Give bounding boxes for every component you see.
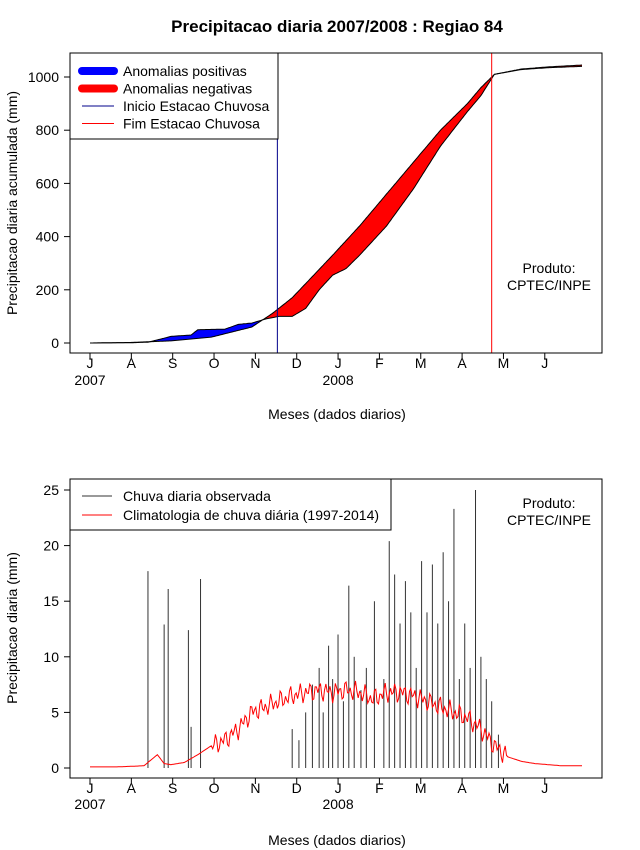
panel1-x-axis-label: Meses (dados diarios) [268, 406, 406, 422]
x-tick-label: D [292, 355, 302, 371]
x-tick-label: S [168, 780, 177, 796]
x-tick-label: N [250, 355, 260, 371]
legend-label: Anomalias negativas [123, 81, 252, 97]
panel2-annotation-line2: CPTEC/INPE [507, 512, 591, 528]
x-tick-label: A [457, 355, 467, 371]
legend-label: Climatologia de chuva diária (1997-2014) [123, 507, 379, 523]
x-year-label: 2008 [322, 372, 353, 388]
x-tick-label: M [498, 355, 510, 371]
panel1-legend: Anomalias positivas Anomalias negativasIn… [69, 52, 279, 140]
panel2-y-axis: 0 5 10 15 20 25 [43, 482, 70, 776]
y-tick-label: 0 [51, 335, 59, 351]
x-year-label: 2007 [74, 372, 105, 388]
y-tick-label: 400 [36, 229, 60, 245]
y-tick-label: 800 [36, 122, 60, 138]
x-tick-label: M [415, 355, 427, 371]
legend-label: Inicio Estacao Chuvosa [123, 98, 270, 114]
legend-label: Anomalias positivas [123, 63, 247, 79]
panel2-y-axis-label: Precipitacao diaria (mm) [4, 552, 20, 704]
legend-label: Fim Estacao Chuvosa [123, 116, 260, 132]
x-tick-label: F [375, 780, 384, 796]
x-tick-label: J [541, 355, 548, 371]
y-tick-label: 25 [43, 482, 59, 498]
panel1-annotation-line1: Produto: [523, 260, 576, 276]
x-tick-label: A [127, 780, 137, 796]
x-tick-label: A [457, 780, 467, 796]
climatology-daily-line [90, 680, 582, 768]
y-tick-label: 0 [51, 760, 59, 776]
y-tick-label: 200 [36, 282, 60, 298]
panel1-y-axis: 0 200 400 600 800 1000 [28, 69, 70, 351]
x-tick-label: J [541, 780, 548, 796]
x-tick-label: J [87, 355, 94, 371]
y-tick-label: 20 [43, 538, 59, 554]
observed-daily-bars [147, 490, 499, 768]
x-tick-label: M [498, 780, 510, 796]
x-tick-label: F [375, 355, 384, 371]
panel2-legend-box [69, 478, 392, 531]
figure-title: Precipitacao diaria 2007/2008 : Regiao 8… [171, 17, 503, 36]
y-tick-label: 600 [36, 175, 60, 191]
x-tick-label: J [335, 355, 342, 371]
x-tick-label: J [87, 780, 94, 796]
x-tick-label: M [415, 780, 427, 796]
legend-label: Chuva diaria observada [123, 488, 271, 504]
y-tick-label: 5 [51, 704, 59, 720]
x-year-label: 2008 [322, 796, 353, 812]
x-tick-label: A [127, 355, 137, 371]
y-tick-label: 1000 [28, 69, 59, 85]
panel1-annotation-line2: CPTEC/INPE [507, 277, 591, 293]
panel1-plot-frame [69, 52, 603, 354]
panel2-series [90, 490, 582, 768]
observed-cumulative-line [90, 65, 582, 344]
x-year-label: 2007 [74, 796, 105, 812]
x-tick-label: O [209, 780, 220, 796]
x-tick-label: J [335, 780, 342, 796]
x-tick-label: D [292, 780, 302, 796]
panel1-y-axis-label: Precipitacao diaria acumulada (mm) [4, 91, 20, 315]
x-tick-label: O [209, 355, 220, 371]
panel2-legend: Chuva diaria observada Climatologia de ch… [69, 478, 392, 531]
panel2-x-axis-label: Meses (dados diarios) [268, 832, 406, 848]
x-tick-label: N [250, 780, 260, 796]
y-tick-label: 15 [43, 593, 59, 609]
y-tick-label: 10 [43, 649, 59, 665]
panel2-annotation-line1: Produto: [523, 495, 576, 511]
x-tick-label: S [168, 355, 177, 371]
